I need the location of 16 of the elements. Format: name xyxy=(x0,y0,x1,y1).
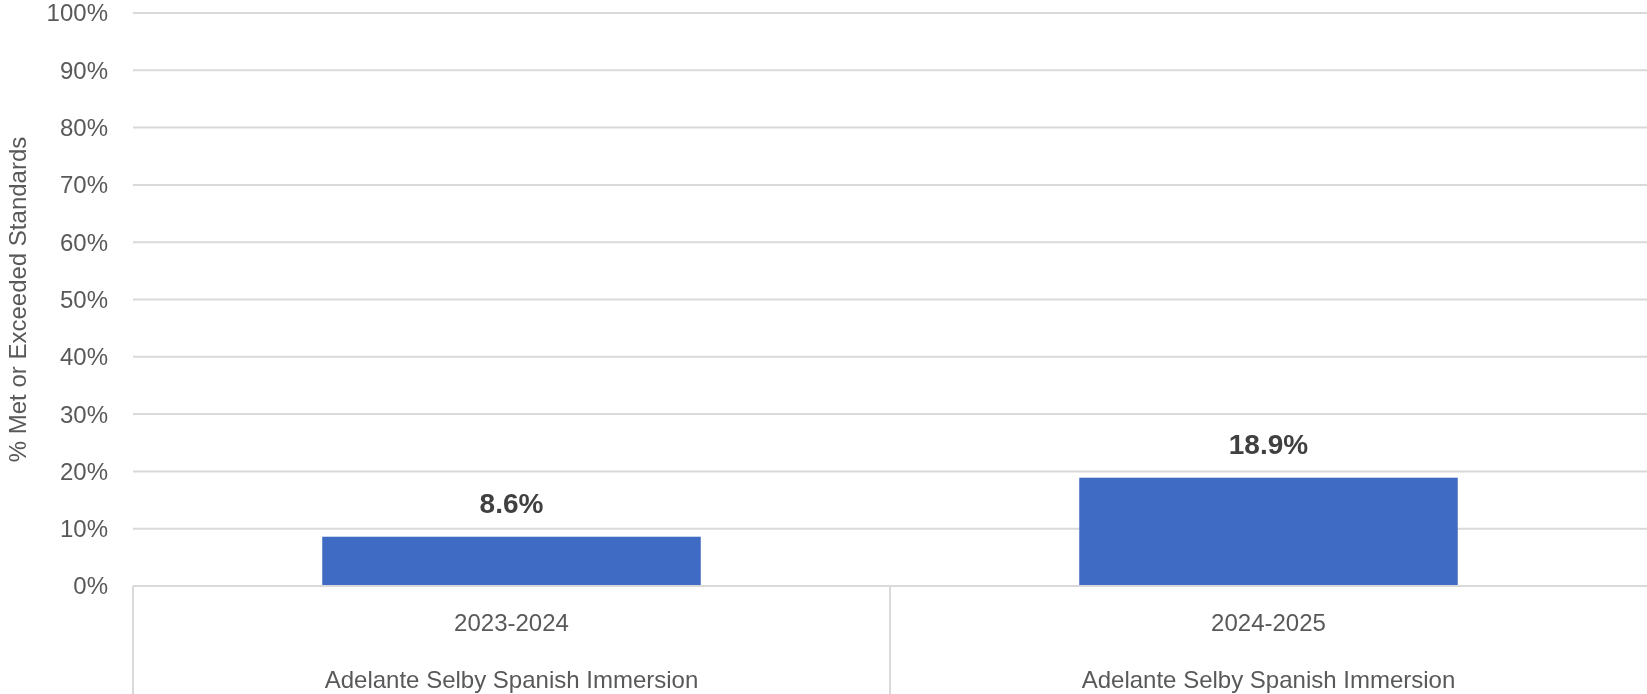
y-tick-label: 0% xyxy=(73,572,108,600)
y-tick-label: 80% xyxy=(59,114,108,141)
y-tick-label: 50% xyxy=(59,285,108,313)
y-tick-label: 90% xyxy=(59,56,108,84)
category-label: 2024-2025 Adelante Selby Spanish Immersion xyxy=(1081,609,1456,694)
data-label: 8.6% xyxy=(479,487,544,519)
y-axis-title: % Met or Exceeded Standards xyxy=(4,136,32,463)
y-tick-label: 60% xyxy=(59,228,108,256)
y-tick-label: 40% xyxy=(59,343,108,371)
data-label: 18.9% xyxy=(1228,428,1309,460)
y-tick-label: 100% xyxy=(46,0,108,27)
y-tick-label: 10% xyxy=(59,515,108,543)
y-tick-label: 30% xyxy=(59,400,108,428)
category-label: 2023-2024 Adelante Selby Spanish Immersion xyxy=(324,609,699,694)
y-tick-label: 20% xyxy=(59,457,108,485)
y-tick-label: 70% xyxy=(59,171,108,199)
